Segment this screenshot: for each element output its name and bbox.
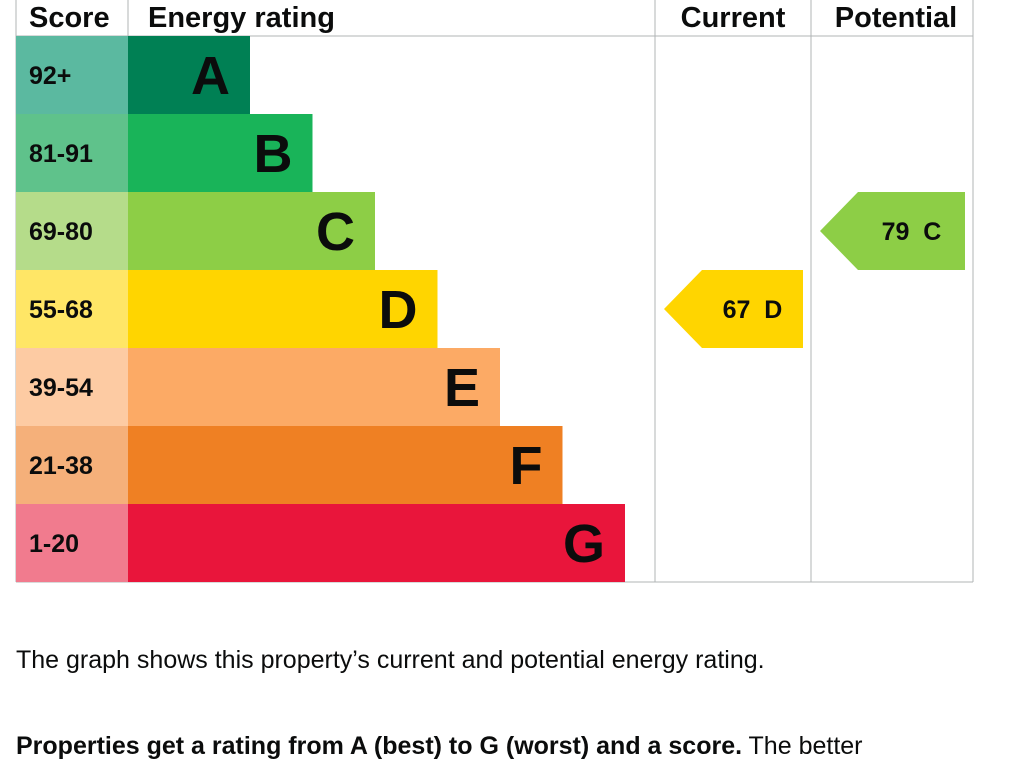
rating-bar-f xyxy=(128,426,563,504)
score-cell-b xyxy=(16,114,128,192)
score-range-label: 55-68 xyxy=(29,296,93,324)
rating-letter-label: C xyxy=(316,202,355,262)
rating-bar-a xyxy=(128,36,250,114)
current-column-header: Current xyxy=(681,2,786,34)
rating-letter-label: B xyxy=(254,124,293,184)
rating-bar-c xyxy=(128,192,375,270)
rating-letter-label: F xyxy=(510,436,543,496)
score-range-label: 39-54 xyxy=(29,374,93,402)
score-column-header: Score xyxy=(29,2,110,34)
rating-letter-label: G xyxy=(563,514,605,574)
score-cell-c xyxy=(16,192,128,270)
rating-letter-label: A xyxy=(191,46,230,106)
current-rating-label: 67 D xyxy=(723,296,783,324)
graph-description: The graph shows this property’s current … xyxy=(16,646,765,674)
score-range-label: 21-38 xyxy=(29,452,93,480)
rating-bar-b xyxy=(128,114,313,192)
score-range-label: 1-20 xyxy=(29,530,79,558)
rating-bar-e xyxy=(128,348,500,426)
potential-rating-label: 79 C xyxy=(882,218,942,246)
score-cell-e xyxy=(16,348,128,426)
rating-letter-label: D xyxy=(379,280,418,340)
score-cell-a xyxy=(16,36,128,114)
potential-rating-arrow xyxy=(820,192,965,270)
score-range-label: 92+ xyxy=(29,62,71,90)
rating-bands: 92+ A 81-91 B 69-80 C 55-68 D 39-54 E 21-38 F 1-20 G xyxy=(16,36,625,582)
score-cell-g xyxy=(16,504,128,582)
potential-column-header: Potential xyxy=(835,2,957,34)
rating-column-header: Energy rating xyxy=(148,2,335,34)
score-cell-f xyxy=(16,426,128,504)
score-range-label: 81-91 xyxy=(29,140,93,168)
energy-rating-chart: 92+ A81-91 B69-80 C55-68 D39-54 E21-38 F1-20 G … xyxy=(15,0,974,583)
score-cell-d xyxy=(16,270,128,348)
rating-bar-g xyxy=(128,504,625,582)
rating-bar-d xyxy=(128,270,438,348)
rating-pointers: 67 D 79 C xyxy=(664,192,965,348)
rating-explanation-rest: The better xyxy=(742,732,863,760)
rating-explanation-bold: Properties get a rating from A (best) to… xyxy=(16,732,743,760)
current-rating-arrow xyxy=(664,270,803,348)
rating-letter-label: E xyxy=(444,358,480,418)
rating-explanation: Properties get a rating from A (best) to… xyxy=(16,730,863,762)
score-range-label: 69-80 xyxy=(29,218,93,246)
